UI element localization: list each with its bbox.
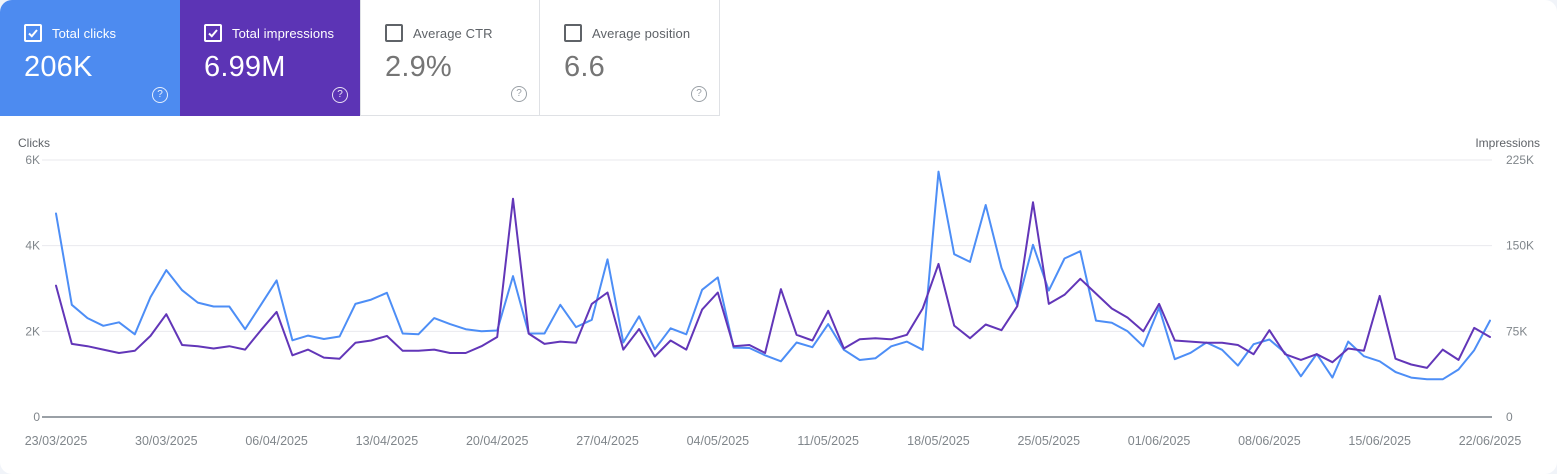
average-ctr-card-header: Average CTR bbox=[385, 24, 539, 42]
average-position-checkbox[interactable] bbox=[564, 24, 582, 42]
average-position-value: 6.6 bbox=[564, 51, 605, 83]
left-axis-title: Clicks bbox=[18, 136, 50, 150]
average-position-label: Average position bbox=[592, 25, 691, 41]
right-axis-title: Impressions bbox=[1475, 136, 1540, 150]
x-axis-date-label: 20/04/2025 bbox=[466, 434, 529, 448]
x-axis-date-label: 04/05/2025 bbox=[687, 434, 750, 448]
total-impressions-card[interactable]: Total impressions 6.99M ? bbox=[180, 0, 360, 116]
help-icon[interactable]: ? bbox=[332, 87, 348, 103]
performance-chart-svg[interactable]: 6K 225K 4K 150K 2K 75K 0 0 Clicks Impressions 23/0… bbox=[0, 116, 1557, 474]
total-clicks-card-header: Total clicks bbox=[24, 24, 180, 42]
performance-chart[interactable]: 6K 225K 4K 150K 2K 75K 0 0 Clicks Impressions 23/0… bbox=[0, 116, 1557, 474]
total-clicks-value: 206K bbox=[24, 51, 93, 83]
right-axis-tick: 0 bbox=[1506, 410, 1513, 424]
right-axis-tick: 225K bbox=[1506, 153, 1534, 167]
x-axis-date-label: 30/03/2025 bbox=[135, 434, 198, 448]
x-axis-date-label: 08/06/2025 bbox=[1238, 434, 1301, 448]
checkmark-icon bbox=[208, 29, 218, 38]
x-axis-date-label: 11/05/2025 bbox=[797, 434, 859, 448]
average-ctr-label: Average CTR bbox=[413, 25, 493, 41]
x-axis-date-label: 06/04/2025 bbox=[245, 434, 308, 448]
x-axis-date-label: 25/05/2025 bbox=[1017, 434, 1080, 448]
average-ctr-checkbox[interactable] bbox=[385, 24, 403, 42]
left-axis-tick: 0 bbox=[33, 410, 40, 424]
clicks-line bbox=[55, 170, 1491, 381]
help-icon[interactable]: ? bbox=[152, 87, 168, 103]
x-axis-date-label: 13/04/2025 bbox=[356, 434, 419, 448]
help-icon[interactable]: ? bbox=[511, 86, 527, 102]
average-position-card-header: Average position bbox=[564, 24, 719, 42]
x-axis-date-label: 23/03/2025 bbox=[25, 434, 88, 448]
x-axis-date-label: 15/06/2025 bbox=[1348, 434, 1411, 448]
average-position-card[interactable]: Average position 6.6 ? bbox=[540, 0, 720, 116]
left-axis-tick: 2K bbox=[25, 324, 40, 338]
impressions-line bbox=[55, 197, 1491, 369]
total-clicks-card[interactable]: Total clicks 206K ? bbox=[0, 0, 180, 116]
total-clicks-checkbox[interactable] bbox=[24, 24, 42, 42]
right-axis-tick: 150K bbox=[1506, 239, 1534, 253]
x-axis-date-label: 01/06/2025 bbox=[1128, 434, 1191, 448]
average-ctr-value: 2.9% bbox=[385, 51, 452, 83]
x-axis-date-label: 27/04/2025 bbox=[576, 434, 639, 448]
x-axis-date-label: 18/05/2025 bbox=[907, 434, 970, 448]
checkmark-icon bbox=[28, 29, 38, 38]
metric-cards-row: Total clicks 206K ? Total impressions 6.… bbox=[0, 0, 1557, 116]
right-axis-tick: 75K bbox=[1506, 324, 1527, 338]
total-impressions-value: 6.99M bbox=[204, 51, 286, 83]
left-axis-tick: 4K bbox=[25, 239, 40, 253]
average-ctr-card[interactable]: Average CTR 2.9% ? bbox=[360, 0, 540, 116]
total-impressions-card-header: Total impressions bbox=[204, 24, 360, 42]
total-clicks-label: Total clicks bbox=[52, 25, 117, 41]
total-impressions-checkbox[interactable] bbox=[204, 24, 222, 42]
left-axis-tick: 6K bbox=[25, 153, 40, 167]
x-axis-date-label: 22/06/2025 bbox=[1459, 434, 1522, 448]
total-impressions-label: Total impressions bbox=[232, 25, 335, 41]
help-icon[interactable]: ? bbox=[691, 86, 707, 102]
